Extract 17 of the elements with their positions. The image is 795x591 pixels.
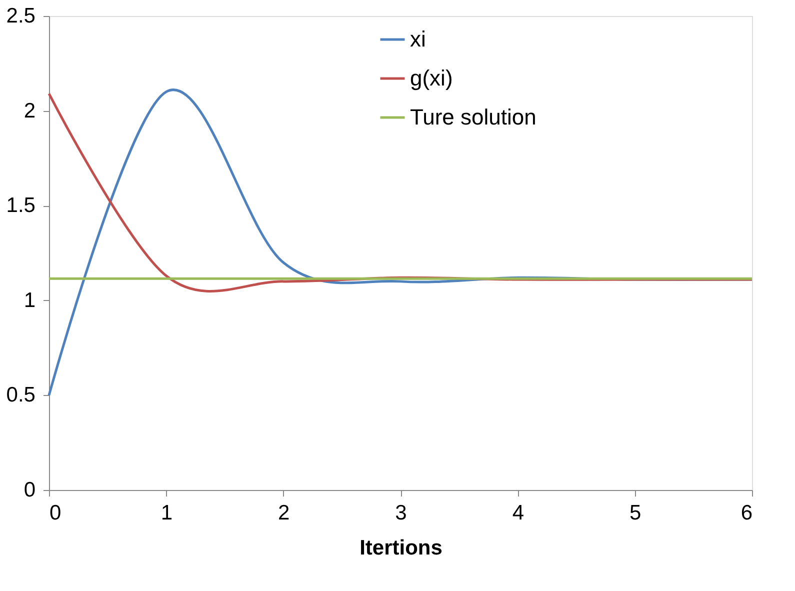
legend-label: xi [410,26,426,52]
y-tick-label: 1 [24,288,36,312]
x-tick-label: 0 [50,502,62,524]
legend-label: Ture solution [410,104,536,130]
x-tick-label: 4 [512,502,524,524]
x-tick-label: 5 [629,502,642,524]
y-tick-label: 0.5 [6,384,36,407]
legend-label: g(xi) [410,66,453,90]
x-tick-label: 2 [278,502,290,524]
x-tick-label: 1 [160,502,173,524]
y-tick-label: 2 [24,99,36,122]
x-tick-label: 6 [740,502,752,524]
y-tick-label: 2.5 [6,4,36,28]
y-tick-label: 0 [24,478,36,502]
x-axis-title: Itertions [360,536,442,560]
y-tick-label: 1.5 [6,194,36,218]
x-tick-label: 3 [395,502,407,524]
